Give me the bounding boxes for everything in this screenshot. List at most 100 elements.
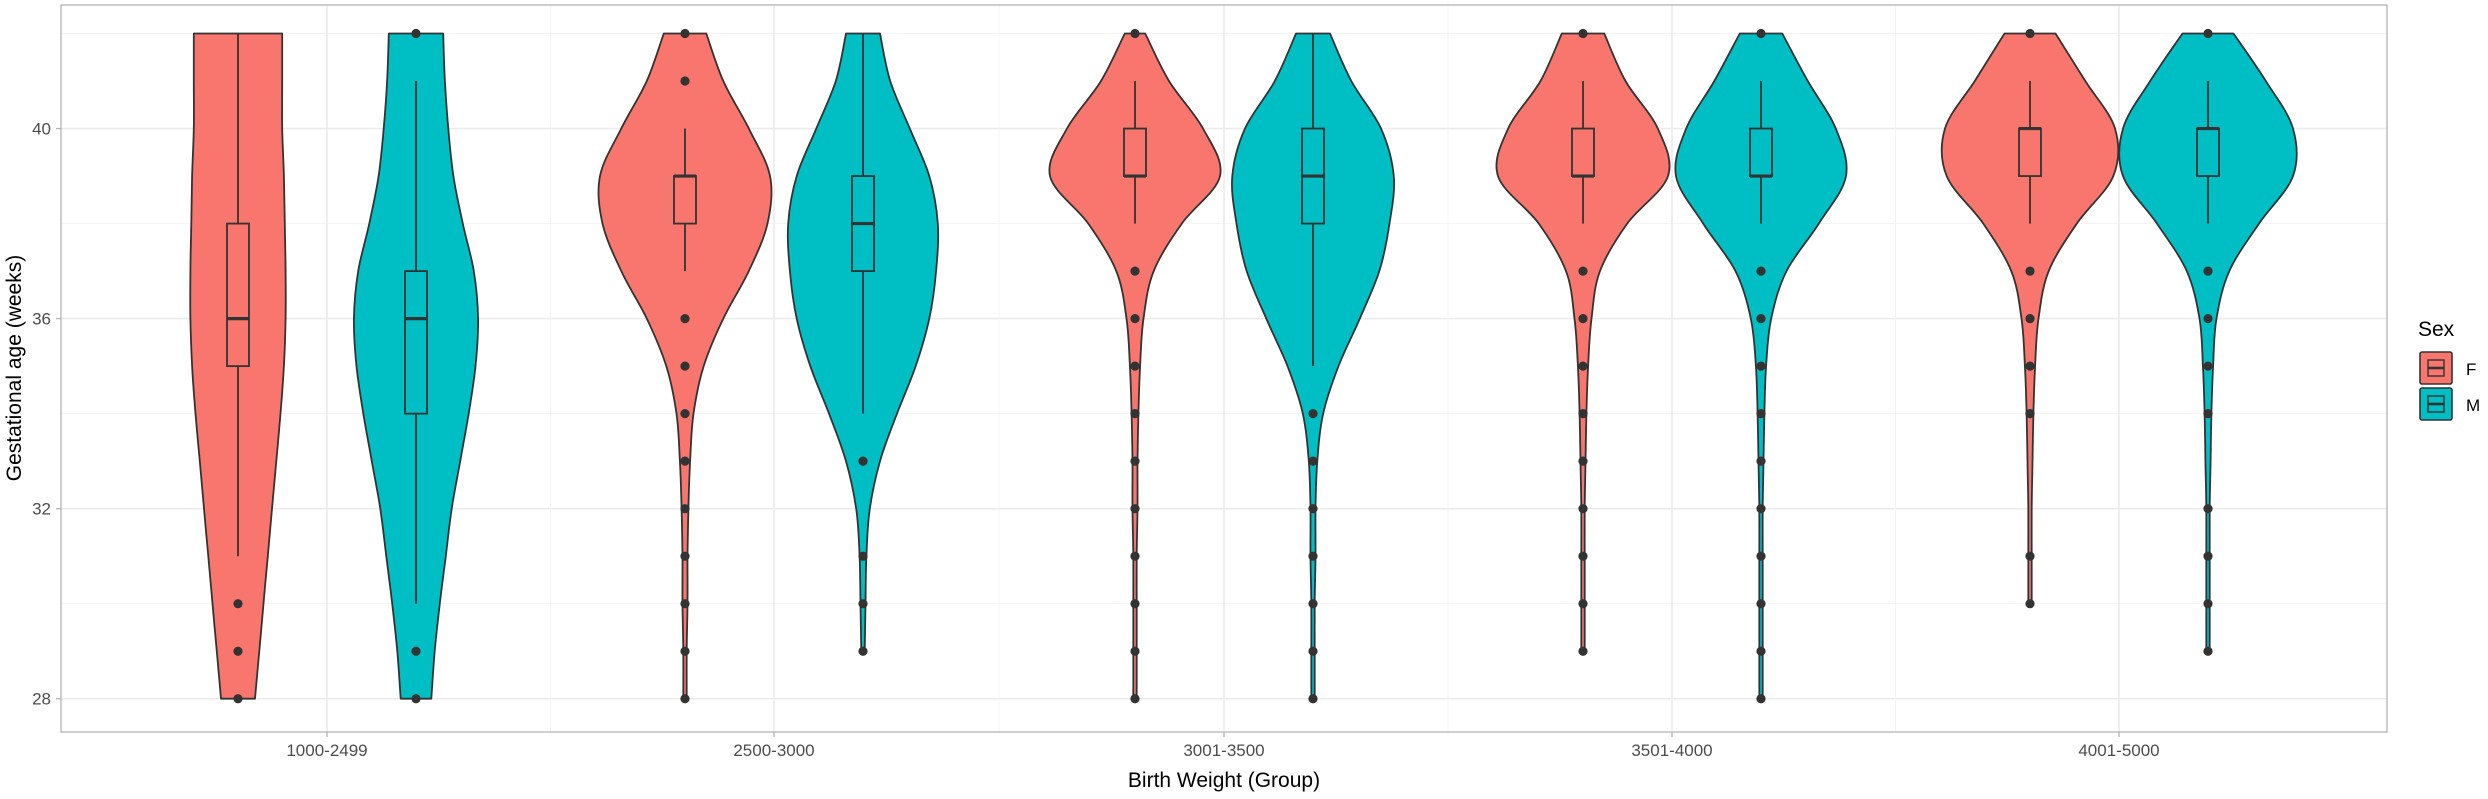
legend-key-M: M <box>2419 387 2480 421</box>
outlier-point <box>680 314 690 324</box>
outlier-point <box>2203 266 2213 276</box>
outlier-point <box>1130 646 1140 656</box>
legend-label: F <box>2466 360 2476 379</box>
legend-label: M <box>2466 396 2480 415</box>
violin-group-4001-5000-F <box>1940 28 2120 609</box>
outlier-point <box>2203 599 2213 609</box>
outlier-point <box>680 28 690 39</box>
outlier-point <box>1130 266 1140 276</box>
axis-layer: 28 32 36 40 1000-2499 2500-3000 3001-3500 3501-… <box>32 120 2160 760</box>
outlier-point <box>1308 599 1318 609</box>
outlier-point <box>680 76 690 86</box>
outlier-point <box>233 599 243 609</box>
box <box>404 270 428 415</box>
outlier-point <box>1578 599 1588 609</box>
outlier-point <box>1578 504 1588 514</box>
violin-group-4001-5000-M <box>2118 28 2298 656</box>
outlier-point <box>680 361 690 371</box>
outlier-point <box>411 694 421 704</box>
outlier-point <box>1756 361 1766 371</box>
outlier-point <box>1578 456 1588 466</box>
outlier-point <box>1130 314 1140 324</box>
outlier-point <box>2203 551 2213 561</box>
outlier-point <box>1756 409 1766 419</box>
outlier-point <box>1130 28 1140 39</box>
outlier-point <box>2203 28 2213 39</box>
outlier-point <box>2203 361 2213 371</box>
x-tick-label: 4001-5000 <box>2078 741 2159 760</box>
violin-group-2500-3000-M <box>786 32 940 656</box>
outlier-point <box>680 694 690 704</box>
x-tick-label: 3001-3500 <box>1183 741 1264 760</box>
violin-layer <box>189 28 2298 704</box>
outlier-point <box>2025 361 2035 371</box>
outlier-point <box>1308 504 1318 514</box>
outlier-point <box>1130 694 1140 704</box>
violin-group-1000-2499-F <box>189 32 287 704</box>
outlier-point <box>1130 599 1140 609</box>
violin-group-3501-4000-M <box>1674 28 1848 704</box>
y-tick-label: 28 <box>32 690 51 709</box>
outlier-point <box>1308 409 1318 419</box>
outlier-point <box>680 646 690 656</box>
outlier-point <box>2203 504 2213 514</box>
outlier-point <box>233 646 243 656</box>
box <box>226 222 250 368</box>
outlier-point <box>2203 409 2213 419</box>
outlier-point <box>1578 409 1588 419</box>
outlier-point <box>1308 694 1318 704</box>
outlier-point <box>1130 361 1140 371</box>
violin-group-1000-2499-M <box>352 28 480 704</box>
outlier-point <box>680 504 690 514</box>
outlier-point <box>2025 599 2035 609</box>
x-tick-label: 3501-4000 <box>1631 741 1712 760</box>
outlier-point <box>858 599 868 609</box>
legend-key-F: F <box>2419 351 2476 385</box>
outlier-point <box>2025 551 2035 561</box>
outlier-point <box>680 551 690 561</box>
outlier-point <box>1578 266 1588 276</box>
outlier-point <box>1756 314 1766 324</box>
violin-group-2500-3000-F <box>597 28 773 704</box>
outlier-point <box>1756 646 1766 656</box>
x-tick-label: 1000-2499 <box>286 741 367 760</box>
violin-group-3501-4000-F <box>1495 28 1671 656</box>
outlier-point <box>2025 409 2035 419</box>
outlier-point <box>1578 361 1588 371</box>
outlier-point <box>1756 599 1766 609</box>
outlier-point <box>1756 694 1766 704</box>
outlier-point <box>1578 646 1588 656</box>
legend-title: Sex <box>2418 318 2455 341</box>
outlier-point <box>1756 551 1766 561</box>
box <box>1749 127 1773 177</box>
outlier-point <box>1130 551 1140 561</box>
box <box>1571 127 1595 177</box>
box <box>673 175 697 225</box>
outlier-point <box>2025 28 2035 39</box>
outlier-point <box>411 646 421 656</box>
outlier-point <box>858 551 868 561</box>
outlier-point <box>1578 314 1588 324</box>
outlier-point <box>2203 314 2213 324</box>
y-tick-label: 36 <box>32 310 51 329</box>
outlier-point <box>1756 456 1766 466</box>
outlier-point <box>1130 504 1140 514</box>
outlier-point <box>233 694 243 704</box>
y-axis-title: Gestational age (weeks) <box>3 255 26 481</box>
outlier-point <box>1756 266 1766 276</box>
outlier-point <box>1578 28 1588 39</box>
outlier-point <box>1308 456 1318 466</box>
outlier-point <box>2025 314 2035 324</box>
x-axis-title: Birth Weight (Group) <box>1128 769 1320 792</box>
violin-group-3001-3500-M <box>1231 32 1396 704</box>
violin-group-3001-3500-F <box>1048 28 1222 704</box>
outlier-point <box>1578 551 1588 561</box>
outlier-point <box>2025 266 2035 276</box>
outlier-point <box>680 456 690 466</box>
outlier-point <box>1130 456 1140 466</box>
outlier-point <box>1756 504 1766 514</box>
outlier-point <box>1308 646 1318 656</box>
box <box>1123 127 1147 177</box>
